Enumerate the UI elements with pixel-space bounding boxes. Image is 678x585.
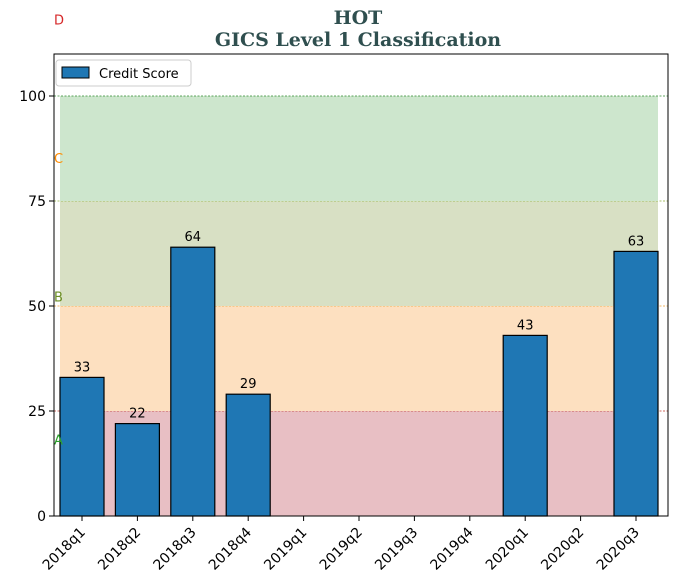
x-tick-label-2020q1: 2020q1 xyxy=(483,525,532,574)
data-label-2018q3: 64 xyxy=(185,230,202,245)
bars xyxy=(59,246,659,517)
x-tick-label-2018q4: 2018q4 xyxy=(206,524,255,573)
x-tick-label-2019q3: 2019q3 xyxy=(372,525,421,574)
data-label-2020q1: 43 xyxy=(517,318,534,333)
x-tick-label-2019q4: 2019q4 xyxy=(428,524,477,573)
x-tick-label-2018q1: 2018q1 xyxy=(40,525,89,574)
legend-label: Credit Score xyxy=(99,67,179,82)
data-label-2020q3: 63 xyxy=(628,234,645,249)
data-label-2018q2: 22 xyxy=(129,407,146,422)
chart-subtitle: GICS Level 1 Classification xyxy=(215,29,501,51)
y-tick-label-50: 50 xyxy=(28,299,46,315)
x-tick-label-2018q3: 2018q3 xyxy=(151,525,200,574)
legend-swatch xyxy=(61,66,90,79)
x-tick-label-2018q2: 2018q2 xyxy=(95,525,144,574)
y-tick-label-0: 0 xyxy=(37,509,46,525)
rating-bands xyxy=(54,95,668,516)
rating-band-3 xyxy=(60,96,658,201)
y-tick-label-100: 100 xyxy=(19,89,46,105)
rating-label-A: A xyxy=(54,433,63,448)
legend: Credit Score xyxy=(55,59,192,87)
rating-band-1 xyxy=(60,306,658,411)
x-tick-label-2020q2: 2020q2 xyxy=(538,525,587,574)
x-tick-label-2019q1: 2019q1 xyxy=(261,525,310,574)
bar-2020q3 xyxy=(613,250,659,517)
y-tick-label-25: 25 xyxy=(28,404,46,420)
plot-frame xyxy=(53,53,669,517)
bar-2020q1 xyxy=(502,334,548,517)
data-labels: 33 22 64 29 43 63 xyxy=(74,230,645,421)
x-tick-label-2020q3: 2020q3 xyxy=(594,525,643,574)
data-label-2018q4: 29 xyxy=(240,377,257,392)
x-tick-label-2019q2: 2019q2 xyxy=(317,525,366,574)
data-label-2018q1: 33 xyxy=(74,360,91,375)
bar-2018q1 xyxy=(59,376,105,517)
y-tick-label-75: 75 xyxy=(28,194,46,210)
rating-label-B: B xyxy=(54,291,63,306)
bar-2018q2 xyxy=(114,423,161,517)
bar-2018q3 xyxy=(170,246,216,517)
rating-label-C: C xyxy=(54,152,63,167)
rating-label-D: D xyxy=(54,13,64,28)
rating-band-2 xyxy=(60,201,658,306)
bar-2018q4 xyxy=(225,393,271,517)
legend-box xyxy=(55,59,192,87)
chart-title: HOT xyxy=(334,7,383,29)
rating-labels: A B C D xyxy=(54,13,64,448)
